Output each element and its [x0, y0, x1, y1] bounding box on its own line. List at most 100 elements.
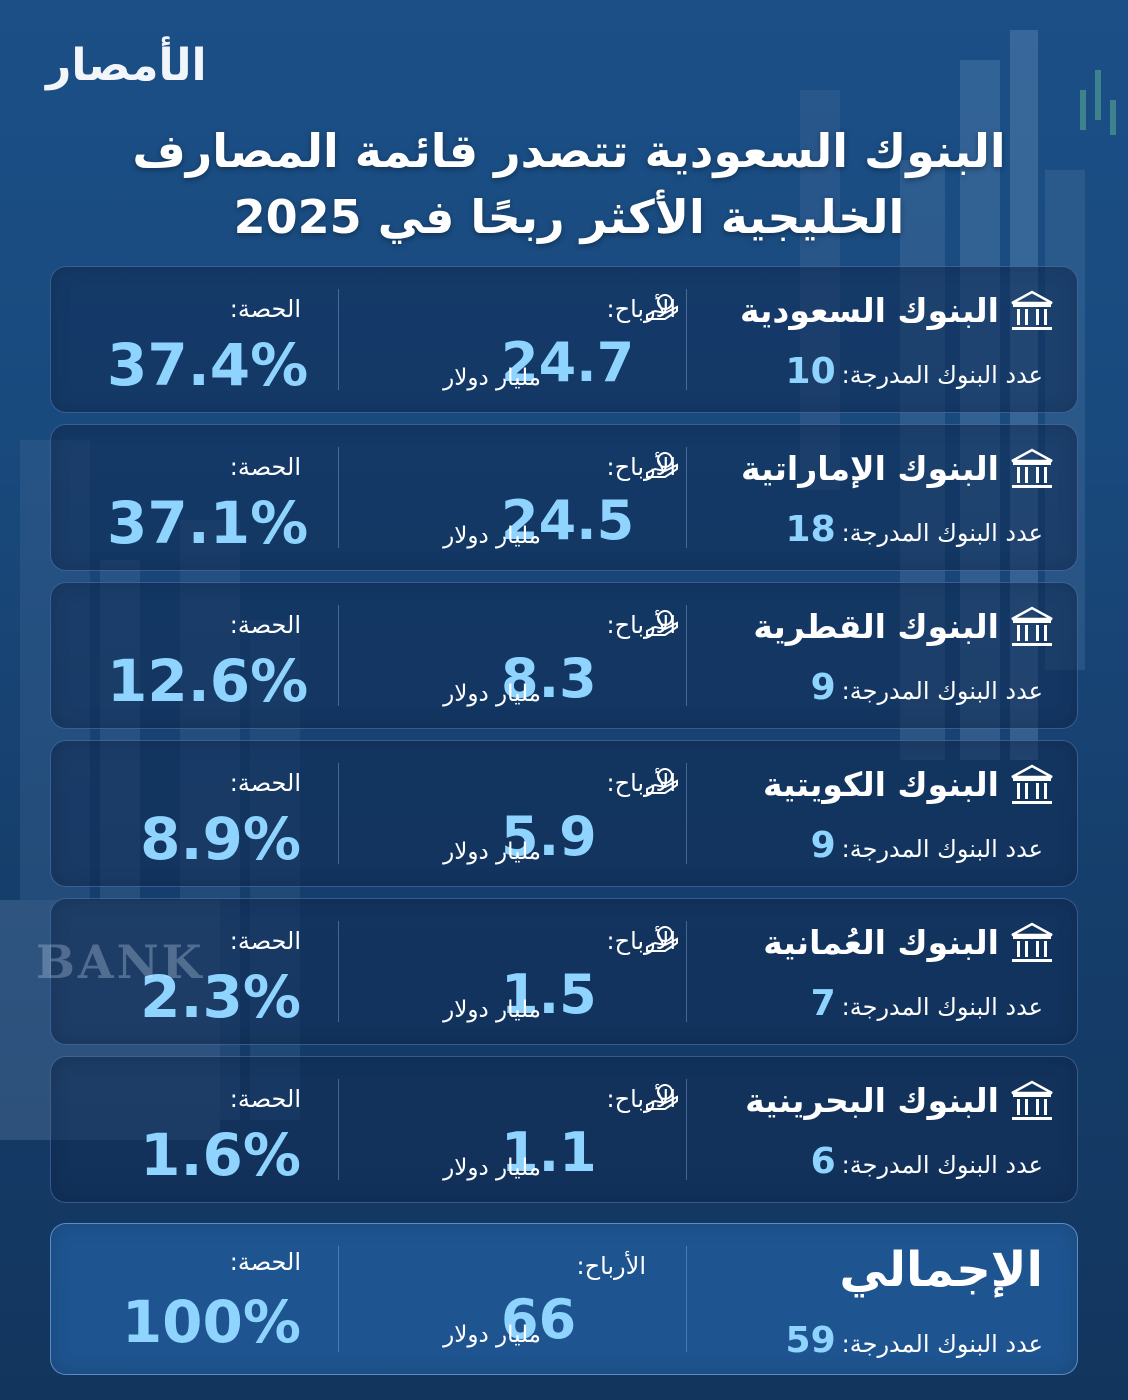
share-label: الحصة: [229, 611, 301, 639]
share-label: الحصة: [229, 927, 301, 955]
bank-count: عدد البنوك المدرجة:9 [811, 667, 1043, 708]
count-value: 6 [810, 1141, 836, 1182]
profit-value: 24.7 [501, 331, 635, 394]
count-label: عدد البنوك المدرجة: [841, 835, 1043, 863]
count-value: 7 [810, 983, 836, 1024]
count-value: 10 [785, 351, 836, 392]
profit-value: 1.5 [501, 963, 597, 1026]
share-label: الحصة: [229, 1248, 301, 1276]
count-label: عدد البنوك المدرجة: [841, 993, 1043, 1021]
divider [686, 605, 687, 706]
money-hand-icon [646, 926, 678, 952]
total-profit-value: 66 [501, 1288, 577, 1351]
total-row: الإجمالي عدد البنوك المدرجة:59 الأرباح: … [50, 1223, 1078, 1375]
share-label: الحصة: [229, 453, 301, 481]
money-hand-icon [646, 610, 678, 636]
bank-rows: البنوك السعودية عدد البنوك المدرجة:10 ال… [50, 266, 1078, 1386]
profit-value: 8.3 [501, 647, 597, 710]
profit-unit: مليار دولار [443, 523, 541, 549]
profit-unit: مليار دولار [443, 365, 541, 391]
bank-name: البنوك البحرينية [745, 1081, 999, 1120]
divider [686, 763, 687, 864]
bank-name: البنوك السعودية [739, 291, 999, 330]
bank-name: البنوك الكويتية [763, 765, 999, 804]
money-hand-icon [646, 768, 678, 794]
profit-label: الأرباح: [606, 927, 676, 955]
count-label: عدد البنوك المدرجة: [841, 1330, 1043, 1358]
money-hand-icon [646, 452, 678, 478]
divider [686, 921, 687, 1022]
divider [338, 605, 339, 706]
divider [686, 1079, 687, 1180]
divider [686, 1246, 687, 1352]
share-label: الحصة: [229, 769, 301, 797]
profit-unit: مليار دولار [443, 1322, 541, 1348]
total-title: الإجمالي [839, 1242, 1043, 1298]
divider [338, 921, 339, 1022]
count-label: عدد البنوك المدرجة: [841, 361, 1043, 389]
bank-building-icon [1011, 606, 1053, 646]
profit-unit: مليار دولار [443, 1155, 541, 1181]
money-hand-icon [646, 1084, 678, 1110]
bank-row: البنوك السعودية عدد البنوك المدرجة:10 ال… [50, 266, 1078, 413]
share-value: 1.6% [140, 1121, 301, 1189]
profit-unit: مليار دولار [443, 839, 541, 865]
bank-count: عدد البنوك المدرجة:10 [786, 351, 1043, 392]
profit-value: 24.5 [501, 489, 635, 552]
bank-count: عدد البنوك المدرجة:9 [811, 825, 1043, 866]
bank-row: البنوك القطرية عدد البنوك المدرجة:9 الأر… [50, 582, 1078, 729]
bank-row: البنوك العُمانية عدد البنوك المدرجة:7 ال… [50, 898, 1078, 1045]
share-value: 2.3% [140, 963, 301, 1031]
bank-building-icon [1011, 290, 1053, 330]
share-label: الحصة: [229, 295, 301, 323]
brand-logo: الأمصار [46, 40, 207, 91]
bank-count: عدد البنوك المدرجة:6 [811, 1141, 1043, 1182]
bank-name: البنوك القطرية [753, 607, 999, 646]
count-label: عدد البنوك المدرجة: [841, 677, 1043, 705]
bank-building-icon [1011, 922, 1053, 962]
share-value: 12.6% [107, 647, 309, 715]
bank-building-icon [1011, 1080, 1053, 1120]
share-label: الحصة: [229, 1085, 301, 1113]
profit-label: الأرباح: [606, 769, 676, 797]
bank-row: البنوك الكويتية عدد البنوك المدرجة:9 الأ… [50, 740, 1078, 887]
profit-label: الأرباح: [576, 1252, 646, 1280]
divider [338, 447, 339, 548]
count-label: عدد البنوك المدرجة: [841, 1151, 1043, 1179]
title-line-2: الخليجية الأكثر ربحًا في 2025 [233, 190, 905, 244]
profit-label: الأرباح: [606, 295, 676, 323]
bank-building-icon [1011, 448, 1053, 488]
bank-row: البنوك الإماراتية عدد البنوك المدرجة:18 … [50, 424, 1078, 571]
share-value: 37.4% [107, 331, 309, 399]
bank-name: البنوك الإماراتية [741, 449, 999, 488]
share-value: 8.9% [140, 805, 301, 873]
count-value: 9 [810, 667, 836, 708]
profit-label: الأرباح: [606, 453, 676, 481]
bank-name: البنوك العُمانية [763, 923, 999, 962]
bank-building-icon [1011, 764, 1053, 804]
divider [338, 1246, 339, 1352]
profit-label: الأرباح: [606, 611, 676, 639]
profit-unit: مليار دولار [443, 681, 541, 707]
bank-sign-text: BANK [36, 935, 205, 989]
profit-unit: مليار دولار [443, 997, 541, 1023]
count-value: 9 [810, 825, 836, 866]
money-hand-icon [646, 294, 678, 320]
profit-label: الأرباح: [606, 1085, 676, 1113]
divider [338, 1079, 339, 1180]
bank-row: البنوك البحرينية عدد البنوك المدرجة:6 ال… [50, 1056, 1078, 1203]
divider [686, 447, 687, 548]
bank-count: عدد البنوك المدرجة:18 [786, 509, 1043, 550]
profit-value: 1.1 [501, 1121, 597, 1184]
page-title: البنوك السعودية تتصدر قائمة المصارف الخل… [120, 118, 1018, 250]
divider [338, 289, 339, 390]
divider [686, 289, 687, 390]
total-share-value: 100% [121, 1288, 301, 1356]
count-label: عدد البنوك المدرجة: [841, 519, 1043, 547]
title-line-1: البنوك السعودية تتصدر قائمة المصارف [132, 124, 1006, 178]
bank-count: عدد البنوك المدرجة:7 [811, 983, 1043, 1024]
total-count: عدد البنوك المدرجة:59 [786, 1320, 1043, 1361]
profit-value: 5.9 [501, 805, 597, 868]
count-value: 18 [785, 509, 836, 550]
divider [338, 763, 339, 864]
